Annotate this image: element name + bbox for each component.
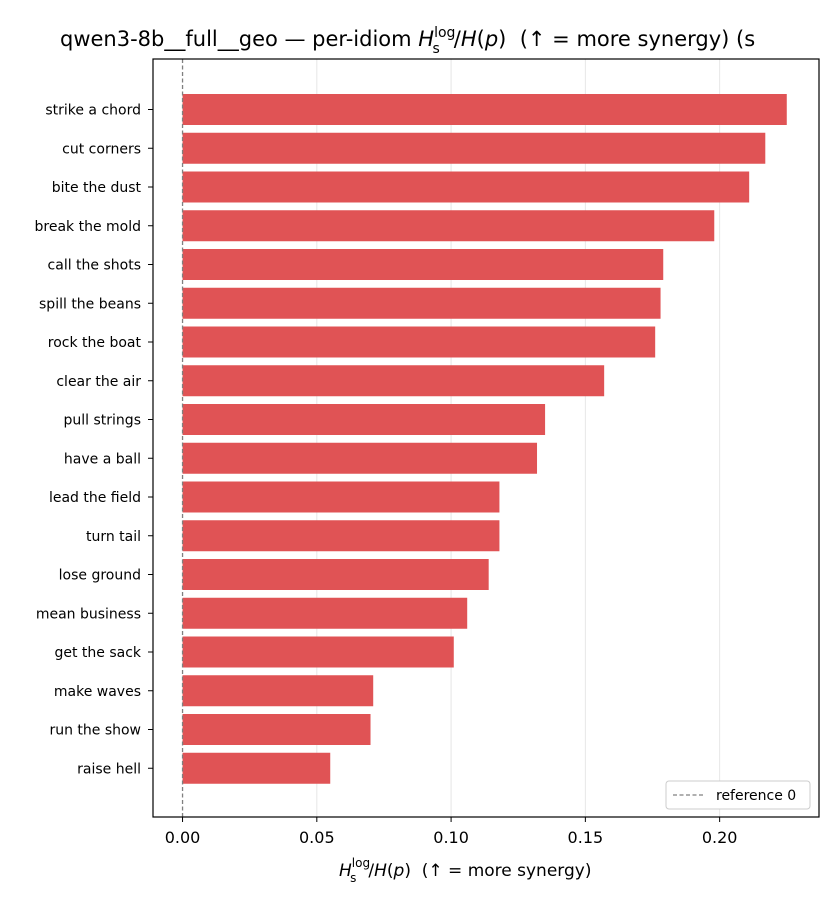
- legend-reference-label: reference 0: [716, 788, 796, 804]
- bar-4: [182, 249, 664, 280]
- bar-6: [182, 326, 656, 358]
- y-tick-label-15: make waves: [54, 684, 141, 700]
- x-tick-label-3: 0.15: [568, 828, 604, 847]
- y-tick-label-4: call the shots: [48, 258, 141, 274]
- bar-2: [182, 171, 750, 203]
- bar-12: [182, 559, 489, 590]
- bars: [181, 59, 787, 817]
- bar-11: [182, 520, 500, 552]
- y-tick-label-3: break the mold: [35, 219, 142, 235]
- y-tick-label-16: run the show: [49, 723, 141, 739]
- chart-title: qwen3-8b__full__geo — per-idiom Hlog s/H(…: [60, 25, 755, 57]
- y-tick-label-14: get the sack: [54, 645, 141, 661]
- bar-14: [182, 636, 454, 668]
- y-tick-label-9: have a ball: [64, 451, 141, 467]
- x-axis-ticks: 0.00 0.05 0.10 0.15 0.20: [165, 817, 738, 847]
- bar-9: [182, 442, 538, 474]
- y-tick-label-7: clear the air: [56, 374, 141, 390]
- y-axis-labels: strike a chord cut corners bite the dust br…: [35, 103, 153, 777]
- y-tick-label-8: pull strings: [64, 413, 141, 429]
- bar-10: [182, 481, 500, 513]
- y-tick-label-5: spill the beans: [39, 296, 141, 312]
- bar-17: [182, 752, 331, 784]
- bar-7: [182, 365, 605, 397]
- y-tick-label-13: mean business: [36, 606, 141, 622]
- bar-13: [182, 597, 468, 629]
- bar-8: [182, 404, 546, 435]
- x-tick-label-1: 0.05: [299, 828, 335, 847]
- y-tick-label-0: strike a chord: [45, 103, 141, 119]
- x-tick-label-2: 0.10: [433, 828, 469, 847]
- x-tick-label-4: 0.20: [702, 828, 738, 847]
- legend-box: [665, 780, 811, 810]
- y-tick-label-17: raise hell: [77, 761, 141, 777]
- bar-5: [182, 287, 661, 319]
- bar-3: [182, 210, 715, 242]
- y-tick-label-12: lose ground: [59, 568, 141, 584]
- plot-frame: [152, 58, 820, 818]
- y-tick-label-10: lead the field: [49, 490, 141, 506]
- y-tick-label-1: cut corners: [62, 141, 141, 157]
- y-tick-label-2: bite the dust: [52, 180, 142, 196]
- y-tick-label-6: rock the boat: [48, 335, 142, 351]
- bar-16: [182, 714, 371, 745]
- legend: reference 0: [665, 780, 811, 810]
- bar-0: [182, 94, 787, 125]
- bar-15: [182, 675, 374, 707]
- bar-1: [182, 132, 766, 164]
- x-axis-title: Hlog s/H(p) (↑ = more synergy): [339, 856, 591, 885]
- y-tick-label-11: turn tail: [86, 529, 141, 545]
- x-tick-label-0: 0.00: [165, 828, 201, 847]
